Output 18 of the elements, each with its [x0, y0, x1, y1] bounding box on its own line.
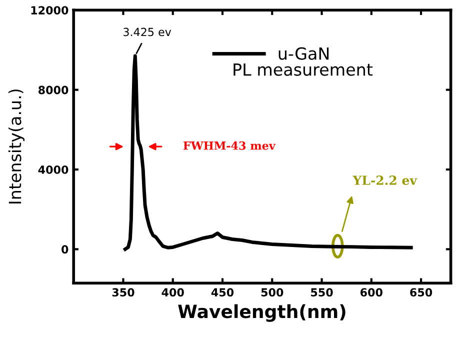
y-tick-label: 4000 — [38, 165, 68, 174]
x-tick-label: 500 — [261, 288, 284, 297]
y-axis-title: Intensity(a.u.) — [8, 90, 25, 204]
y-tick-label: 12000 — [31, 6, 68, 14]
x-axis-title: Wavelength(nm) — [178, 304, 346, 322]
x-tick-label: 350 — [112, 288, 134, 297]
x-tick-label: 650 — [410, 288, 432, 297]
x-tick-label: 600 — [360, 288, 382, 297]
y-tick-label: 0 — [62, 245, 68, 254]
x-tick-label: 550 — [311, 288, 333, 297]
annotation: 3.425 ev — [124, 28, 172, 36]
annotation: PL measurement — [234, 63, 373, 76]
legend-label: u-GaN — [278, 47, 329, 60]
x-tick-label: 400 — [162, 288, 184, 297]
annotation: FWHM-43 mev — [184, 141, 276, 150]
x-tick-label: 450 — [211, 288, 234, 297]
y-tick-label: 8000 — [38, 86, 68, 94]
annotation: YL-2.2 ev — [352, 176, 418, 185]
